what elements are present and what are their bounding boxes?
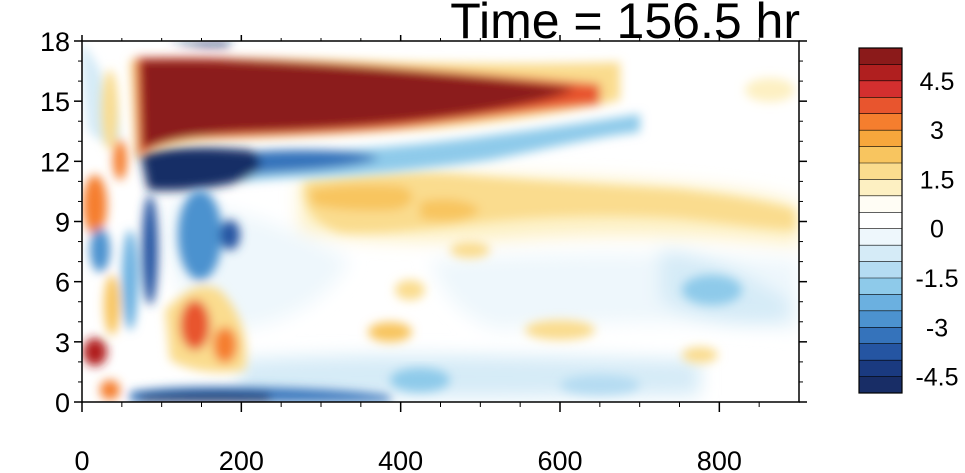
colorbar-label: 4.5 bbox=[920, 68, 955, 96]
colorbar-label: 1.5 bbox=[920, 166, 955, 194]
colorbar-swatch bbox=[859, 97, 902, 115]
colorbar-swatch bbox=[859, 146, 902, 164]
x-axis: 0 200 400 600 800 bbox=[74, 35, 760, 473]
colorbar-swatch bbox=[859, 245, 902, 262]
colorbar-swatch bbox=[859, 278, 902, 295]
colorbar-frame bbox=[858, 47, 903, 394]
x-tick-label: 600 bbox=[537, 446, 582, 473]
colorbar: 4.5 3 1.5 0 -1.5 -3 -4.5 bbox=[858, 47, 959, 394]
y-tick-label: 3 bbox=[55, 328, 70, 358]
x-tick-label: 0 bbox=[74, 446, 89, 473]
colorbar-swatch bbox=[859, 343, 902, 361]
x-tick-label: 400 bbox=[378, 446, 423, 473]
colorbar-swatch bbox=[859, 360, 902, 377]
colorbar-swatch bbox=[859, 261, 902, 279]
colorbar-label: 3 bbox=[930, 117, 944, 145]
colorbar-swatch bbox=[859, 48, 902, 65]
colorbar-swatch bbox=[859, 163, 902, 180]
y-tick-label: 18 bbox=[40, 27, 70, 57]
colorbar-label: 0 bbox=[930, 216, 944, 244]
colorbar-swatch bbox=[859, 179, 902, 197]
y-tick-label: 6 bbox=[55, 268, 70, 298]
x-tick-label: 800 bbox=[697, 446, 742, 473]
colorbar-label: -3 bbox=[926, 314, 948, 342]
colorbar-swatch bbox=[859, 195, 902, 213]
colorbar-swatch bbox=[859, 310, 902, 328]
colorbar-swatch bbox=[859, 376, 902, 394]
colorbar-label: -4.5 bbox=[915, 364, 958, 392]
colorbar-swatch bbox=[859, 80, 902, 98]
y-tick-label: 12 bbox=[40, 147, 70, 177]
chart-title: Time = 156.5 hr bbox=[450, 0, 800, 49]
y-tick-label: 9 bbox=[55, 208, 70, 238]
y-tick-label: 0 bbox=[55, 388, 70, 418]
colorbar-label: -1.5 bbox=[915, 265, 958, 293]
colorbar-swatch bbox=[859, 294, 902, 312]
colorbar-swatch bbox=[859, 64, 902, 82]
colorbar-swatch bbox=[859, 113, 902, 131]
contour-field bbox=[82, 41, 799, 402]
colorbar-swatch bbox=[859, 327, 902, 345]
x-tick-label: 200 bbox=[219, 446, 264, 473]
colorbar-swatch bbox=[859, 228, 902, 246]
y-tick-label: 15 bbox=[40, 87, 70, 117]
colorbar-swatch bbox=[859, 212, 902, 230]
colorbar-swatch bbox=[859, 130, 902, 147]
y-axis: 0 3 6 9 12 15 18 bbox=[40, 27, 807, 418]
